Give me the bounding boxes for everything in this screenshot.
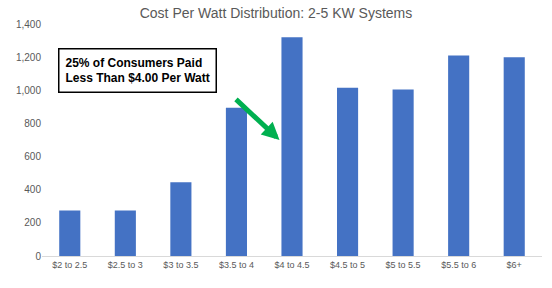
svg-text:$4.5 to 5: $4.5 to 5 [330,260,365,270]
svg-text:600: 600 [24,151,41,162]
svg-text:1,200: 1,200 [16,52,41,63]
svg-text:$3 to 3.5: $3 to 3.5 [163,260,198,270]
svg-text:$4 to 4.5: $4 to 4.5 [274,260,309,270]
svg-text:1,000: 1,000 [16,85,41,96]
svg-text:$5.5 to 6: $5.5 to 6 [441,260,476,270]
svg-text:800: 800 [24,118,41,129]
svg-text:25% of Consumers PaidLess Than: 25% of Consumers PaidLess Than $4.00 Per… [66,56,210,86]
svg-text:$2 to 2.5: $2 to 2.5 [52,260,87,270]
svg-text:$2.5 to 3: $2.5 to 3 [108,260,143,270]
svg-text:$3.5 to 4: $3.5 to 4 [219,260,254,270]
svg-text:400: 400 [24,184,41,195]
svg-text:1,400: 1,400 [16,19,41,30]
svg-text:$6+: $6+ [507,260,522,270]
svg-text:200: 200 [24,217,41,228]
svg-text:$5 to 5.5: $5 to 5.5 [386,260,421,270]
svg-text:0: 0 [35,251,41,262]
svg-text:Cost Per Watt Distribution: 2-: Cost Per Watt Distribution: 2-5 KW Syste… [140,5,413,21]
